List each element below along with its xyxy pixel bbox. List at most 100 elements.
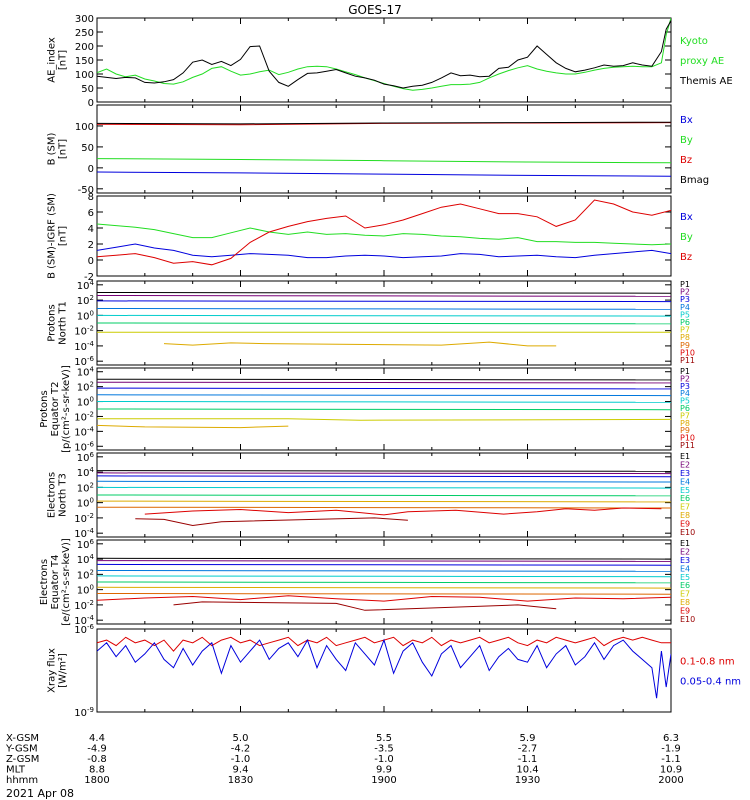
x-axis-row-label: MLT (6, 765, 26, 776)
y-tick-label: 102 (77, 481, 94, 494)
panel-2: -50 0 50 100 B (SM) [nT] Bx By Bz Bmag (47, 104, 709, 196)
x-axis-value: 6.3 (663, 733, 679, 744)
legend-entry: 0.1-0.8 nm (680, 657, 735, 668)
series-e7 (97, 586, 671, 589)
y-tick-label: 50 (81, 143, 94, 154)
y-tick-label: 50 (81, 84, 94, 95)
series-bx (97, 243, 671, 259)
legend-entry: E4 (680, 477, 690, 486)
legend-entry: E9 (680, 520, 690, 529)
legend-entry: Kyoto (680, 36, 708, 47)
x-axis-value: -0.8 (87, 754, 107, 765)
x-axis-value: -4.9 (87, 744, 107, 755)
series-p1 (97, 378, 671, 381)
y-tick-label: 10-6 (74, 355, 94, 368)
legend-entry: P11 (680, 441, 695, 450)
x-axis-value: 1800 (84, 775, 109, 786)
y-tick-label: 10-6 (74, 440, 94, 453)
legend-entry: P3 (680, 295, 690, 304)
series-e6 (97, 494, 671, 497)
legend-entry: P3 (680, 382, 690, 391)
y-axis-label: Xray flux (47, 648, 58, 693)
legend-entry: P5 (680, 397, 690, 406)
y-tick-label: 100 (75, 122, 94, 133)
y-tick-label: 102 (77, 294, 94, 307)
y-tick-label: 10-2 (74, 512, 94, 525)
legend-entry: E5 (680, 486, 690, 495)
date-label: 2021 Apr 08 (6, 787, 74, 800)
series-p5 (97, 314, 671, 317)
series-bx (97, 171, 671, 177)
legend-entry: E5 (680, 573, 690, 582)
y-tick-label: 100 (77, 396, 94, 409)
legend-entry: P5 (680, 310, 690, 319)
y-tick-label: 150 (75, 56, 94, 67)
x-axis-row-label: Z-GSM (6, 754, 39, 765)
y-tick-label: 104 (77, 366, 95, 379)
y-axis-label: Electrons (39, 559, 50, 605)
y-tick-label: 10-4 (74, 614, 94, 627)
y-tick-label: 6 (88, 208, 94, 219)
y-tick-label: 4 (88, 224, 94, 235)
series-p8 (163, 341, 557, 347)
series-e1 (97, 557, 671, 560)
x-axis-value: 10.9 (660, 765, 682, 776)
series-e8 (97, 593, 671, 595)
legend-entry: E3 (680, 556, 690, 565)
x-axis-row-label: hhmm (6, 775, 38, 786)
y-tick-label: 2 (88, 240, 94, 251)
legend-entry: E6 (680, 494, 690, 503)
legend-entry: P11 (680, 356, 695, 365)
legend-entry: P9 (680, 341, 690, 350)
series-bmag (97, 121, 671, 125)
legend-entry: E9 (680, 607, 690, 616)
series-e8 (97, 506, 671, 509)
legend-entry: P1 (680, 367, 690, 376)
y-axis-label: [nT] (58, 50, 69, 70)
legend-entry: P7 (680, 411, 690, 420)
y-tick-label: 10-4 (74, 340, 94, 353)
series-themis-ae (97, 20, 671, 89)
series-e10 (173, 601, 557, 611)
y-tick-label: 10-4 (74, 425, 94, 438)
y-tick-label: 106 (77, 451, 95, 464)
legend-entry: E1 (680, 539, 690, 548)
series-e9 (97, 595, 671, 602)
legend-entry: P10 (680, 434, 695, 443)
legend-entry: P1 (680, 280, 690, 289)
legend-entry: E6 (680, 581, 690, 590)
y-tick-label: 104 (77, 466, 95, 479)
y-axis-label: [nT] (58, 226, 69, 246)
y-tick-label: 100 (77, 584, 94, 597)
legend-entry: P8 (680, 419, 690, 428)
legend-entry: Themis AE (679, 76, 733, 87)
legend-entry: P6 (680, 404, 690, 413)
series-p1 (97, 292, 671, 294)
y-axis-label: AE_index (47, 37, 58, 83)
y-tick-label: 200 (75, 42, 94, 53)
x-axis-value: 1930 (515, 775, 540, 786)
legend-entry: E8 (680, 511, 690, 520)
legend-entry: P9 (680, 426, 690, 435)
y-tick-label: 10-2 (74, 599, 94, 612)
y-tick-label: 0 (88, 256, 94, 267)
series-p2 (97, 295, 671, 297)
x-axis-value: 5.9 (520, 733, 536, 744)
legend-entry: P6 (680, 318, 690, 327)
legend-entry: P2 (680, 288, 690, 297)
legend-entry: P2 (680, 374, 690, 383)
legend-entry: E8 (680, 598, 690, 607)
legend-entry: E2 (680, 460, 690, 469)
y-tick-label: 102 (77, 381, 94, 394)
x-axis-value: -1.1 (518, 754, 538, 765)
y-axis-label: [nT] (58, 139, 69, 159)
legend-entry: P8 (680, 333, 690, 342)
y-tick-label: 106 (77, 538, 95, 551)
x-axis-value: -4.2 (231, 744, 251, 755)
y-tick-label: 250 (75, 28, 94, 39)
legend-entry: Bx (680, 115, 693, 126)
panel-frame (96, 17, 672, 103)
series-e3 (97, 475, 671, 478)
